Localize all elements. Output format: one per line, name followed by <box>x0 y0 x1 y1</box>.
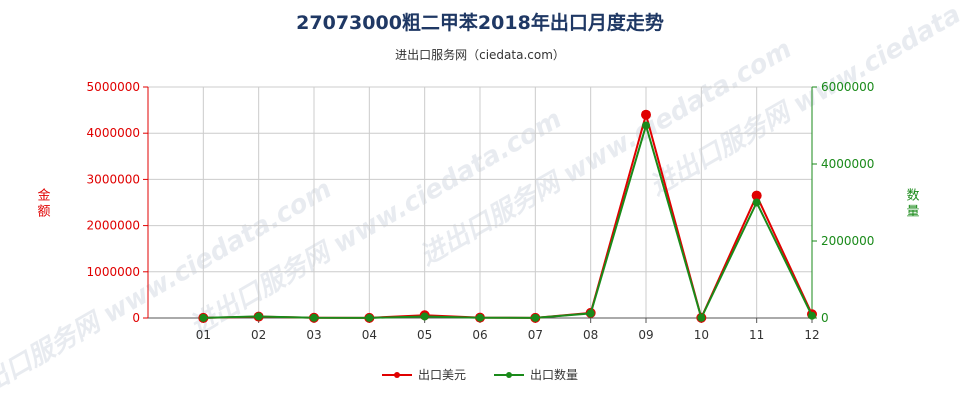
y-left-axis-title: 金 <box>37 188 50 204</box>
chart-legend: 出口美元 出口数量 <box>0 366 960 383</box>
y-left-tick-label: 3000000 <box>87 172 140 186</box>
legend-item-usd[interactable]: 出口美元 <box>381 366 466 383</box>
x-tick-label: 11 <box>749 328 764 342</box>
data-point-usd[interactable] <box>641 109 651 120</box>
y-left-tick-label: 2000000 <box>87 219 140 233</box>
y-right-axis-title: 量 <box>906 205 919 220</box>
y-right-tick-label: 2000000 <box>821 234 874 248</box>
data-point-qty[interactable] <box>310 313 318 322</box>
y-right-axis-title: 数 <box>906 189 919 204</box>
data-point-qty[interactable] <box>420 312 429 321</box>
x-tick-label: 05 <box>417 328 432 342</box>
data-point-qty[interactable] <box>365 313 374 322</box>
data-point-qty[interactable] <box>586 309 595 318</box>
data-point-qty[interactable] <box>642 121 650 130</box>
data-point-qty[interactable] <box>531 313 540 322</box>
chart-subtitle: 进出口服务网（ciedata.com） <box>395 48 565 62</box>
data-point-qty[interactable] <box>476 313 484 322</box>
x-tick-label: 09 <box>638 328 653 342</box>
data-point-qty[interactable] <box>254 312 263 321</box>
x-tick-label: 04 <box>362 328 377 342</box>
y-left-tick-label: 5000000 <box>87 80 140 94</box>
x-tick-label: 12 <box>804 328 819 342</box>
legend-swatch-usd <box>381 369 412 381</box>
chart-title: 27073000粗二甲苯2018年出口月度走势 <box>296 12 664 34</box>
x-tick-label: 01 <box>196 328 211 342</box>
legend-label-usd: 出口美元 <box>417 368 466 382</box>
x-tick-label: 02 <box>251 328 266 342</box>
y-left-tick-label: 1000000 <box>87 265 140 279</box>
x-tick-label: 03 <box>306 328 321 342</box>
y-right-tick-label: 6000000 <box>821 80 874 94</box>
y-right-tick-label: 4000000 <box>821 157 874 171</box>
series-line-qty <box>203 121 813 321</box>
data-point-qty[interactable] <box>697 313 706 322</box>
legend-swatch-qty <box>494 369 524 381</box>
x-tick-label: 10 <box>694 328 709 342</box>
data-point-qty[interactable] <box>199 313 208 322</box>
y-right-tick-label: 0 <box>821 311 829 325</box>
y-left-tick-label: 4000000 <box>87 126 140 140</box>
y-left-tick-label: 0 <box>132 311 140 325</box>
data-point-qty[interactable] <box>808 311 816 320</box>
y-left-axis-title: 额 <box>37 205 50 220</box>
legend-label-qty: 出口数量 <box>530 368 579 382</box>
data-point-usd[interactable] <box>751 190 762 201</box>
x-tick-label: 06 <box>472 328 487 342</box>
x-tick-label: 07 <box>528 328 543 342</box>
legend-item-qty[interactable]: 出口数量 <box>494 366 578 383</box>
x-tick-label: 08 <box>583 328 598 342</box>
data-point-qty[interactable] <box>752 198 761 207</box>
